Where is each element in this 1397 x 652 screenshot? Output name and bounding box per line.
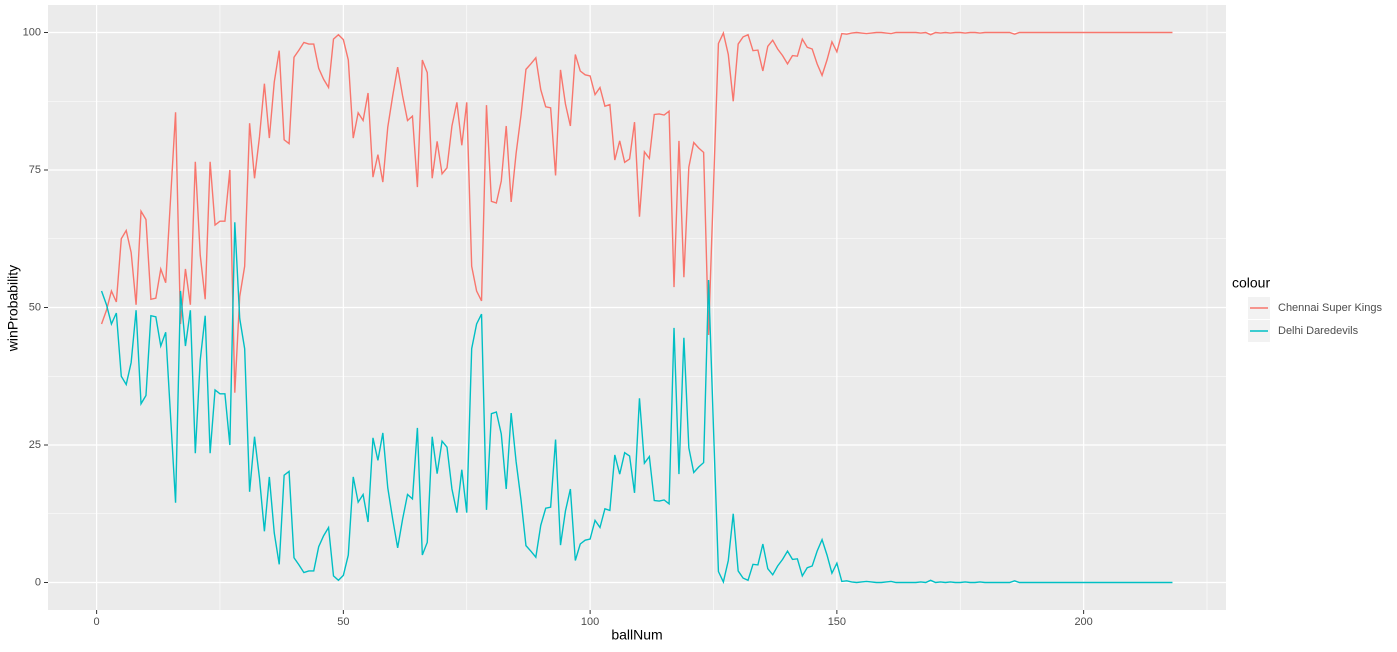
x-tick-label: 100 bbox=[581, 616, 599, 628]
legend: colour Chennai Super Kings Delhi Daredevi… bbox=[1232, 275, 1382, 342]
lines bbox=[100, 30, 1173, 585]
series-line bbox=[100, 30, 1173, 393]
y-tick-label: 0 bbox=[35, 576, 41, 588]
axes: 0 50 100 150 200 0 25 50 75 100 bbox=[23, 26, 1093, 628]
y-tick-label: 25 bbox=[29, 439, 41, 451]
x-tick-label: 50 bbox=[337, 616, 349, 628]
legend-label: Chennai Super Kings bbox=[1278, 302, 1382, 314]
x-tick-label: 0 bbox=[94, 616, 100, 628]
x-axis-title: ballNum bbox=[611, 627, 662, 643]
x-tick-label: 200 bbox=[1074, 616, 1092, 628]
x-tick-label: 150 bbox=[828, 616, 846, 628]
y-tick-label: 50 bbox=[29, 301, 41, 313]
y-tick-label: 75 bbox=[29, 164, 41, 176]
y-axis-title: winProbability bbox=[5, 265, 21, 352]
y-tick-label: 100 bbox=[23, 26, 41, 38]
legend-title: colour bbox=[1232, 275, 1270, 291]
legend-label: Delhi Daredevils bbox=[1278, 325, 1359, 337]
series-line bbox=[100, 222, 1173, 585]
